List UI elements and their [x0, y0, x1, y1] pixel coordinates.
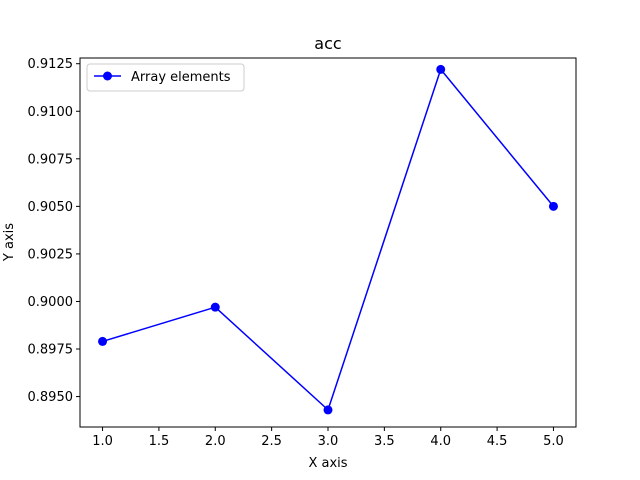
x-axis: 1.0 1.5 2.0 2.5 3.0 3.5 4.0 4.5 5.0 — [92, 427, 564, 449]
legend-entry-label: Array elements — [131, 70, 231, 85]
x-tick-label: 4.0 — [430, 434, 451, 449]
y-axis: 0.8950 0.8975 0.9000 0.9025 0.9050 0.9075 0.91… — [28, 57, 80, 405]
x-tick-label: 2.5 — [261, 434, 282, 449]
legend-marker-swatch — [103, 71, 112, 81]
data-point — [98, 336, 108, 346]
y-tick-label: 0.9125 — [28, 57, 74, 72]
chart-title: acc — [314, 34, 341, 53]
x-tick-label: 4.5 — [487, 434, 508, 449]
y-tick-label: 0.9100 — [28, 105, 74, 120]
y-tick-label: 0.8950 — [28, 390, 74, 405]
legend-box — [86, 63, 245, 92]
legend: Array elements — [86, 63, 245, 92]
y-tick-label: 0.8975 — [28, 343, 74, 358]
y-axis-label: Y axis — [2, 223, 17, 262]
x-tick-label: 5.0 — [543, 434, 564, 449]
x-tick-label: 3.5 — [374, 434, 395, 449]
series-layer — [98, 64, 558, 415]
y-tick-label: 0.9025 — [28, 247, 74, 262]
x-tick-label: 1.0 — [92, 434, 113, 449]
x-tick-label: 3.0 — [318, 434, 339, 449]
y-tick-label: 0.9075 — [28, 152, 74, 167]
data-point — [548, 201, 558, 211]
data-point — [210, 302, 220, 312]
y-tick-label: 0.9000 — [28, 295, 74, 310]
x-tick-label: 2.0 — [205, 434, 226, 449]
x-tick-label: 1.5 — [149, 434, 170, 449]
y-tick-label: 0.9050 — [28, 200, 74, 215]
data-point — [436, 64, 446, 74]
x-axis-label: X axis — [308, 456, 347, 471]
data-point — [323, 405, 333, 415]
